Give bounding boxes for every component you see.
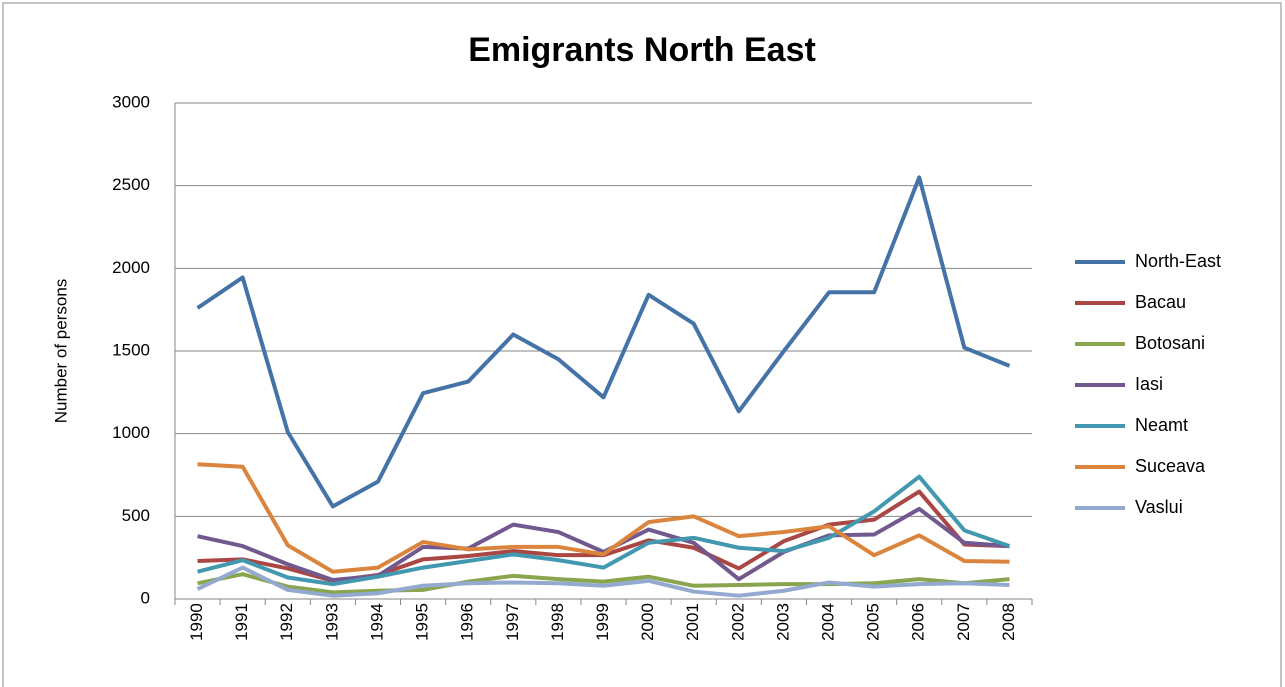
legend-label: Suceava <box>1135 456 1206 476</box>
x-tick-label: 1995 <box>413 603 432 641</box>
series-line <box>197 572 1010 595</box>
y-tick-label: 500 <box>122 506 150 525</box>
x-tick-label: 2006 <box>909 603 928 641</box>
y-tick-label: 2500 <box>112 175 150 194</box>
legend-label: Iasi <box>1135 374 1163 394</box>
y-axis-label: Number of persons <box>51 279 70 424</box>
legend-label: Neamt <box>1135 415 1188 435</box>
x-tick-label: 2003 <box>773 603 792 641</box>
series-line <box>197 462 1010 574</box>
x-tick-label: 2004 <box>819 603 838 641</box>
x-tick-label: 2000 <box>638 603 657 641</box>
chart-title: Emigrants North East <box>468 31 816 69</box>
y-tick-label: 2000 <box>112 258 150 277</box>
legend-label: Bacau <box>1135 292 1186 312</box>
x-tick-label: 1993 <box>322 603 341 641</box>
series-line <box>196 175 1011 509</box>
y-tick-label: 3000 <box>112 92 150 111</box>
x-tick-label: 2001 <box>683 603 702 641</box>
x-tick-label: 1990 <box>187 603 206 641</box>
y-tick-label: 1000 <box>112 423 150 442</box>
x-tick-label: 1992 <box>277 603 296 641</box>
x-tick-label: 2008 <box>999 603 1018 641</box>
x-tick-label: 2005 <box>864 603 883 641</box>
series-line <box>196 565 1010 598</box>
series-line <box>197 506 1010 582</box>
x-tick-label: 1991 <box>232 603 251 641</box>
x-tick-label: 1999 <box>593 603 612 641</box>
x-tick-label: 1997 <box>503 603 522 641</box>
x-tick-label: 2007 <box>954 603 973 641</box>
legend-label: Vaslui <box>1135 497 1183 517</box>
x-tick-label: 1994 <box>367 603 386 641</box>
legend-label: Botosani <box>1135 333 1205 353</box>
x-tick-label: 1998 <box>548 603 567 641</box>
x-tick-label: 2002 <box>728 603 747 641</box>
x-tick-label: 1996 <box>458 603 477 641</box>
legend-label: North-East <box>1135 251 1221 271</box>
series-line <box>197 474 1011 587</box>
y-tick-label: 1500 <box>112 340 150 359</box>
y-tick-label: 0 <box>141 588 150 607</box>
